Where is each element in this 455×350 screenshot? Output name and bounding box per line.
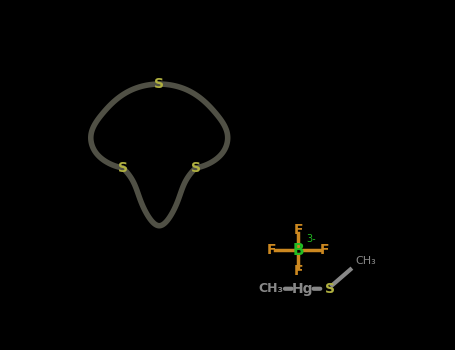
Text: S: S bbox=[325, 282, 335, 296]
Text: S: S bbox=[118, 161, 128, 175]
Text: CH₃: CH₃ bbox=[258, 282, 283, 295]
Text: S: S bbox=[154, 77, 164, 91]
Text: F: F bbox=[267, 243, 276, 257]
Text: Hg: Hg bbox=[292, 282, 313, 296]
Text: F: F bbox=[293, 264, 303, 278]
Text: CH₃: CH₃ bbox=[355, 256, 376, 266]
Text: 3-: 3- bbox=[306, 234, 316, 244]
Text: B: B bbox=[292, 243, 304, 258]
Text: S: S bbox=[191, 161, 201, 175]
Text: F: F bbox=[293, 223, 303, 237]
Text: F: F bbox=[320, 243, 329, 257]
